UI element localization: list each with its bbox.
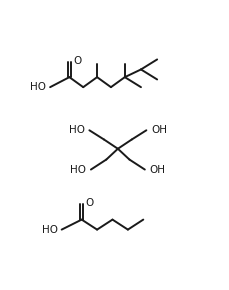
Text: OH: OH bbox=[150, 125, 166, 135]
Text: O: O bbox=[73, 56, 81, 66]
Text: OH: OH bbox=[149, 164, 165, 175]
Text: HO: HO bbox=[70, 164, 86, 175]
Text: HO: HO bbox=[68, 125, 85, 135]
Text: HO: HO bbox=[42, 225, 57, 235]
Text: HO: HO bbox=[30, 82, 46, 92]
Text: O: O bbox=[85, 198, 93, 209]
